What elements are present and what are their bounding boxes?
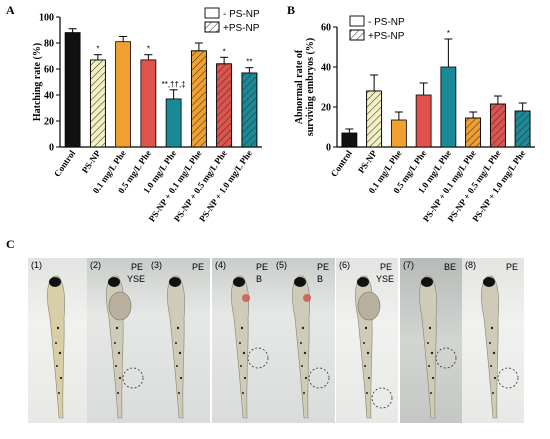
photo-label: (8)	[465, 260, 476, 270]
y-tick-label: 20	[321, 103, 331, 114]
y-tick-label: 40	[321, 63, 331, 74]
bar	[415, 94, 432, 148]
bar	[140, 59, 157, 148]
y-tick-label: 20	[44, 117, 54, 128]
significance-label: *	[96, 45, 99, 54]
structure-tag: YSE	[127, 274, 146, 284]
significance-label: **,††,‡	[162, 80, 186, 89]
x-tick-label: Control	[52, 148, 78, 179]
larva-photo: (4) PE B	[212, 258, 274, 423]
panel-label-c: C	[6, 237, 15, 251]
larva-photo: (3) PE	[148, 258, 210, 423]
significance-label: *	[447, 29, 450, 38]
bar	[115, 41, 132, 148]
bar-hatch	[489, 103, 506, 148]
structure-tag: PE	[192, 262, 205, 272]
larva-illustration	[106, 275, 144, 419]
x-tick-label: PS-NP	[80, 148, 103, 175]
legend-swatch-plus	[349, 29, 365, 41]
structure-tag: PE	[506, 262, 519, 272]
y-tick-label: 60	[44, 65, 54, 76]
legend-label-plus: +PS-NP	[368, 31, 405, 42]
bar-hatch	[216, 63, 233, 148]
legend-label-plus: +PS-NP	[223, 23, 260, 34]
y-tick-label: 40	[44, 91, 54, 102]
bar-hatch	[366, 90, 383, 148]
larva-illustration	[167, 275, 186, 419]
bar	[341, 132, 358, 148]
larva-photo: (1)	[28, 258, 90, 423]
chart-a: 0 20 40 60 80 100 Hatching rate (%) Control * PS-…	[32, 7, 262, 224]
y-axis-label: surviving embryos (%)	[305, 38, 316, 136]
structure-tag: B	[317, 274, 324, 284]
legend-swatch-plus	[204, 21, 220, 33]
y-tick-label: 60	[321, 23, 331, 34]
bar-hatch	[465, 117, 482, 148]
legend-swatch-minus	[349, 15, 365, 27]
photo-label: (5)	[276, 260, 287, 270]
x-tick-label: Control	[329, 148, 355, 179]
structure-tag: YSE	[376, 274, 395, 284]
structure-tag: BE	[444, 262, 457, 272]
larva-illustration	[292, 275, 330, 419]
legend-label-minus: - PS-NP	[368, 17, 405, 28]
y-axis-label: Hatching rate (%)	[32, 43, 43, 121]
larva-illustration	[419, 275, 457, 419]
bar	[390, 119, 407, 148]
photo-label: (6)	[339, 260, 350, 270]
panel-label-a: A	[6, 3, 15, 17]
panel-label-b: B	[287, 3, 295, 17]
bar	[440, 66, 457, 148]
bar-hatch	[190, 50, 207, 148]
significance-label: *	[223, 47, 226, 56]
photo-label: (4)	[215, 260, 226, 270]
larva-photo: (7) BE	[400, 258, 462, 423]
larva-photo: (5) PE B	[273, 258, 335, 423]
chart-b: 0 20 40 60 Abnormal rate of surviving embryos…	[294, 15, 535, 224]
photo-label: (3)	[151, 260, 162, 270]
larva-photo: (8) PE	[462, 258, 524, 423]
larva-illustration	[47, 275, 66, 419]
y-tick-label: 100	[39, 13, 54, 24]
photo-label: (1)	[31, 260, 42, 270]
structure-tag: PE	[131, 262, 144, 272]
legend-label-minus: - PS-NP	[223, 9, 260, 20]
y-tick-label: 0	[326, 143, 331, 154]
photo-label: (7)	[403, 260, 414, 270]
significance-label: **	[246, 58, 252, 67]
x-tick-label: PS-NP	[356, 148, 379, 175]
larva-illustration	[355, 275, 393, 419]
bar-hatch	[89, 59, 106, 148]
bar	[64, 32, 81, 148]
bar	[165, 98, 182, 148]
larva-photo: (2) PE YSE	[87, 258, 149, 423]
structure-tag: PE	[380, 262, 393, 272]
legend-swatch-minus	[204, 7, 220, 19]
y-tick-label: 0	[49, 143, 54, 154]
y-tick-label: 80	[44, 39, 54, 50]
larva-illustration	[231, 275, 269, 419]
bar-hatch	[241, 72, 258, 148]
y-axis-label: Abnormal rate of	[294, 49, 305, 124]
structure-tag: PE	[256, 262, 269, 272]
structure-tag: PE	[317, 262, 330, 272]
bar-hatch	[514, 110, 531, 148]
structure-tag: B	[256, 274, 263, 284]
larva-photo: (6) PE YSE	[336, 258, 398, 423]
larva-illustration	[481, 275, 519, 419]
significance-label: *	[147, 45, 150, 54]
photo-label: (2)	[90, 260, 101, 270]
